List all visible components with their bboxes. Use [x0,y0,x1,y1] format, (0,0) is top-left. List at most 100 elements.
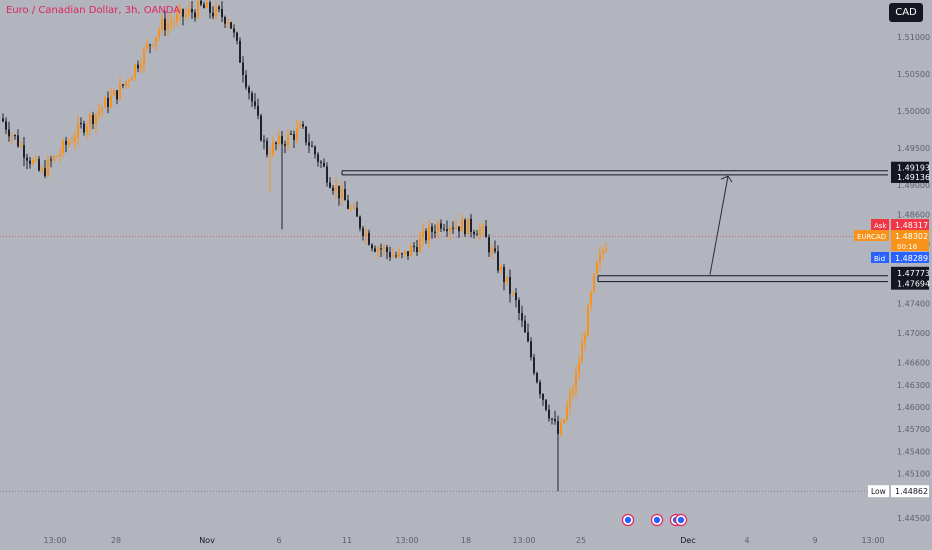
candle-body [248,87,250,94]
candle-body [80,123,82,125]
candle-body [500,266,502,271]
candle-body [512,292,514,294]
y-tick-label: 1.49500 [897,144,930,153]
candle-body [560,422,562,435]
x-tick-label: Nov [199,536,215,545]
ask-value-tag [891,219,929,230]
candle-body [401,253,403,255]
candle-body [98,110,100,114]
candle-body [89,114,91,127]
candle-body [542,394,544,400]
y-tick-label: 1.50000 [897,107,930,116]
candle-body [377,248,379,252]
candle-body [221,9,223,18]
candle-body [281,135,283,145]
candle-body [287,133,289,146]
candle-body [35,159,37,161]
candle-body [428,226,430,241]
candle-body [413,246,415,248]
candle-body [143,48,145,66]
y-tick-label: 1.46000 [897,403,930,412]
low-value-tag [891,485,929,498]
y-tick-label: 1.47000 [897,329,930,338]
candle-body [185,13,187,17]
candle-body [251,93,253,102]
last-price-value: 1.48302 [895,232,928,241]
candle-body [242,62,244,75]
candle-body [92,114,94,124]
candle-body [224,17,226,24]
x-tick-label: 18 [461,536,471,545]
projection-arrow[interactable] [709,176,729,275]
candle-body [539,382,541,395]
candle-body [503,266,505,283]
candle-body [422,231,424,239]
candle-body [125,81,127,86]
candle-body [47,159,49,177]
candle-body [266,140,268,155]
candle-body [59,153,61,157]
symbol-tag [854,230,889,241]
candle-body [200,0,202,5]
bid-label-tag [871,252,889,263]
candle-body [314,146,316,155]
candle-body [464,219,466,235]
level-price-text: 1.49136 [897,173,930,182]
candle-body [569,393,571,407]
candle-body [593,274,595,293]
candle-body [20,145,22,147]
candle-body [419,238,421,253]
x-tick-label: 4 [744,536,749,545]
candle-body [563,419,565,423]
y-tick-label: 1.44500 [897,514,930,523]
level-price-tag [891,266,929,279]
candle-body [350,208,352,210]
candle-body [599,253,601,263]
candle-body [482,226,484,229]
candle-body [122,84,124,86]
candle-body [395,255,397,257]
candle-body [218,6,220,10]
y-tick-label: 1.45400 [897,447,930,456]
candle-body [152,45,154,47]
candle-body [359,216,361,229]
y-tick-label: 1.48600 [897,211,930,220]
candle-body [602,251,604,254]
candle-body [119,84,121,100]
y-tick-label: 1.47400 [897,299,930,308]
candle-body [176,13,178,22]
candle-body [458,226,460,232]
bid-value: 1.48289 [895,254,928,263]
last-price-tag [891,230,929,251]
bid-label: Bid [874,255,885,263]
candle-body [530,341,532,358]
x-tick-label: 9 [812,536,817,545]
candle-body [566,406,568,420]
candle-body [167,22,169,31]
candle-body [65,140,67,145]
candle-body [269,154,271,156]
currency-button[interactable]: CAD [889,3,923,22]
candle-body [452,227,454,229]
candle-body [173,21,175,23]
low-label-tag [868,485,889,498]
candle-body [275,142,277,144]
candle-body [323,162,325,167]
candle-body [260,115,262,141]
x-tick-label: Dec [680,536,695,545]
level-price-tag [891,170,929,183]
candle-body [329,182,331,188]
candle-body [83,123,85,133]
candle-body [236,32,238,41]
candle-body [575,373,577,391]
candle-body [14,135,16,137]
level-price-tag [891,277,929,290]
candle-body [50,159,52,161]
level-price-text: 1.49193 [897,164,930,173]
candle-body [467,218,469,235]
ask-label: Ask [874,222,887,230]
candle-body [371,244,373,249]
candle-body [53,156,55,161]
candle-body [518,300,520,314]
